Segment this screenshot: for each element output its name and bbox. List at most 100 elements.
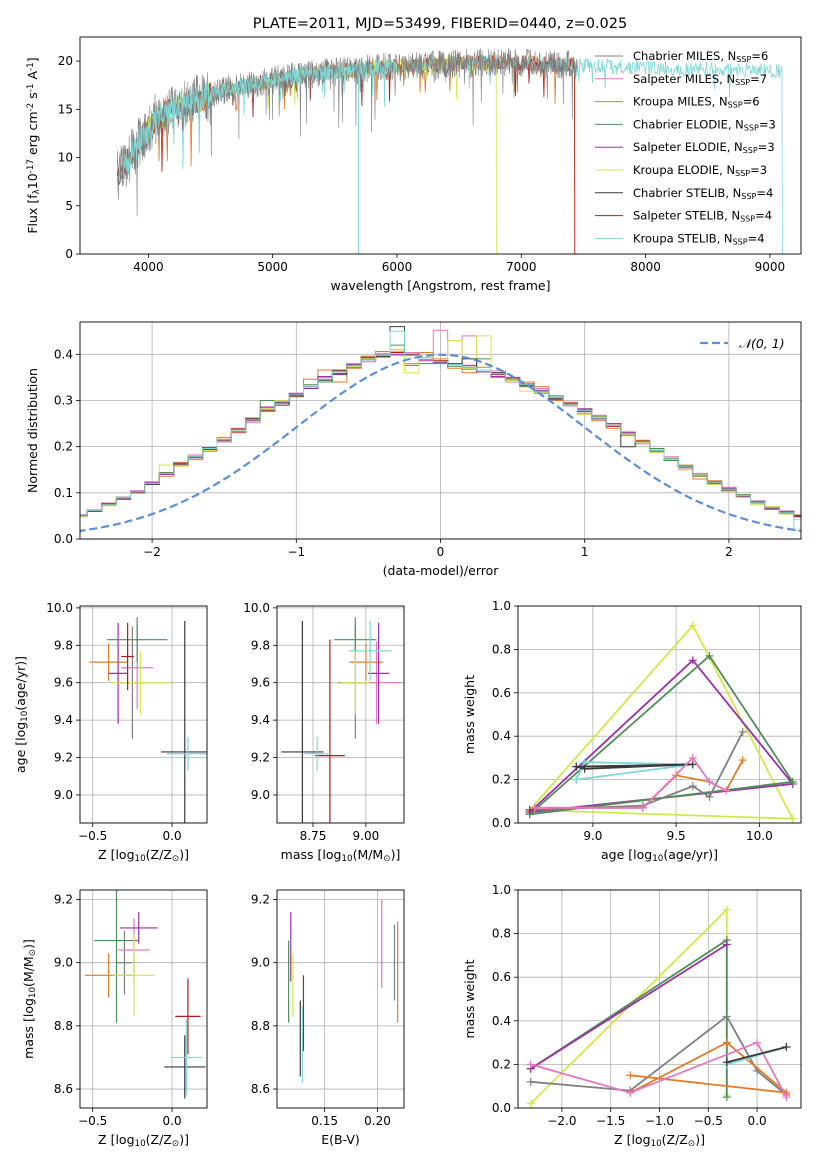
y-axis-label: Flux [fλ10-17 erg cm-2 s-1 A-1] <box>25 57 42 233</box>
legend-label: Salpeter MILES, NSSP=7 <box>633 72 767 87</box>
y-tick-label: 8.8 <box>54 1019 73 1033</box>
y-axis-label: Normed distribution <box>25 368 40 493</box>
plot-area <box>116 48 783 254</box>
y-tick-label: 10.0 <box>46 601 73 615</box>
y-tick-label: 8.8 <box>251 1019 270 1033</box>
x-tick-label: 9.0 <box>583 829 602 843</box>
histogram-series <box>80 351 801 517</box>
axes-frame <box>79 321 802 540</box>
x-tick-label: 8000 <box>630 260 661 274</box>
weight-series-line <box>575 761 693 781</box>
y-axis-label: mass weight <box>462 675 477 754</box>
x-tick-label: 2 <box>725 545 733 559</box>
y-tick-label: 9.4 <box>251 713 270 727</box>
y-tick-label: 9.2 <box>54 751 73 765</box>
y-axis-label: mass [log10(M/M⊙)] <box>21 939 38 1059</box>
y-axis-label: age [log10(age/yr)] <box>13 656 30 773</box>
x-tick-label: 9.00 <box>353 829 380 843</box>
axes-frame <box>517 889 802 1109</box>
x-tick-label: −1.0 <box>645 1114 674 1128</box>
histogram-series <box>80 349 801 518</box>
panel-weight_vs_Z: −2.0 −1.5 −1.0 −0.5 0.0 0.0 0.2 0.4 0.6 0.8 1.0 Z [… <box>462 883 802 1149</box>
axes-frame <box>79 36 802 255</box>
legend-label: Chabrier ELODIE, NSSP=3 <box>633 117 776 132</box>
x-tick-label: 9000 <box>755 260 786 274</box>
y-tick-label: 0.4 <box>54 347 73 361</box>
model-spectrum-line <box>135 53 497 254</box>
y-tick-label: 10.0 <box>243 601 270 615</box>
histogram-series <box>80 330 801 532</box>
x-tick-label: −2 <box>143 545 161 559</box>
y-axis-label: mass weight <box>462 959 477 1038</box>
y-tick-label: 9.2 <box>54 892 73 906</box>
axes-frame <box>276 605 405 824</box>
x-axis-label: Z [log10(Z/Z⊙)] <box>98 1132 189 1149</box>
legend-label: Chabrier MILES, NSSP=6 <box>633 49 768 64</box>
y-tick-label: 8.6 <box>251 1082 270 1096</box>
panel-mass_vs_ebv: 0.15 0.20 8.6 8.8 9.0 9.2 E(B-V) <box>251 889 405 1147</box>
panel-age_vs_mass: 8.75 9.00 9.0 9.2 9.4 9.6 9.8 10.0 mass [log10(M… <box>243 601 405 864</box>
x-tick-label: −1 <box>287 545 305 559</box>
x-tick-label: −2.0 <box>547 1114 576 1128</box>
y-tick-label: 0.6 <box>492 970 511 984</box>
x-tick-label: 0.20 <box>364 1114 391 1128</box>
y-tick-label: 0.0 <box>492 1101 511 1115</box>
weight-series-line <box>530 943 728 1070</box>
y-tick-label: 0.0 <box>54 532 73 546</box>
x-tick-label: 7000 <box>506 260 537 274</box>
x-axis-label: Z [log10(Z/Z⊙)] <box>98 847 189 864</box>
y-tick-label: 0.2 <box>492 773 511 787</box>
panel-age_vs_Z: −0.5 0.0 9.0 9.2 9.4 9.6 9.8 10.0 Z [log10(Z/Z⊙)… <box>13 601 208 864</box>
weight-series-line <box>726 1046 787 1064</box>
x-tick-label: 0 <box>437 545 445 559</box>
legend-label: Kroupa ELODIE, NSSP=3 <box>633 163 767 178</box>
x-axis-label: E(B-V) <box>321 1132 360 1147</box>
plot-area <box>288 899 399 1083</box>
x-axis-label: Z [log10(Z/Z⊙)] <box>614 1132 705 1149</box>
x-tick-label: 10.0 <box>746 829 773 843</box>
figure-title: PLATE=2011, MJD=53499, FIBERID=0440, z=0… <box>253 16 627 32</box>
y-tick-label: 8.6 <box>54 1082 73 1096</box>
y-tick-label: 9.6 <box>251 676 270 690</box>
y-tick-label: 1.0 <box>492 599 511 613</box>
legend-label: Salpeter ELODIE, NSSP=3 <box>633 140 775 155</box>
y-tick-label: 0.4 <box>492 729 511 743</box>
data-spectrum-line <box>117 48 578 217</box>
y-tick-label: 0.0 <box>492 816 511 830</box>
panel-spectrum: PLATE=2011, MJD=53499, FIBERID=0440, z=0… <box>25 16 802 293</box>
y-tick-label: 9.2 <box>251 751 270 765</box>
gaussian-curve <box>80 353 801 533</box>
histogram-series <box>80 329 801 518</box>
y-tick-label: 9.0 <box>54 788 73 802</box>
plot-area <box>526 905 791 1108</box>
weight-series-line <box>530 1041 788 1098</box>
axes-frame <box>79 605 208 824</box>
x-axis-label: (data-model)/error <box>383 563 500 578</box>
x-tick-label: 4000 <box>133 260 164 274</box>
axes-frame <box>79 889 208 1109</box>
x-tick-label: 0.15 <box>311 1114 338 1128</box>
x-tick-label: 6000 <box>382 260 413 274</box>
x-tick-label: 5000 <box>257 260 288 274</box>
y-tick-label: 0.2 <box>492 1057 511 1071</box>
panel-mass_vs_Z: −0.5 0.0 8.6 8.8 9.0 9.2 Z [log10(Z/Z⊙)] mass [… <box>21 889 208 1149</box>
y-tick-label: 0.6 <box>492 686 511 700</box>
x-tick-label: −1.5 <box>596 1114 625 1128</box>
y-tick-label: 0.2 <box>54 440 73 454</box>
x-tick-label: 9.5 <box>667 829 686 843</box>
weight-series-line <box>629 1041 790 1094</box>
legend-label: Kroupa STELIB, NSSP=4 <box>633 231 765 246</box>
x-tick-label: 0.0 <box>748 1114 767 1128</box>
x-tick-label: 0.0 <box>163 1114 182 1128</box>
model-spectrum-line <box>123 58 398 177</box>
y-tick-label: 9.4 <box>54 713 73 727</box>
x-tick-label: −0.5 <box>78 1114 107 1128</box>
y-tick-label: 0 <box>65 247 73 261</box>
legend-label: Kroupa MILES, NSSP=6 <box>633 95 760 110</box>
y-tick-label: 1.0 <box>492 883 511 897</box>
y-tick-label: 9.2 <box>251 892 270 906</box>
y-tick-label: 9.6 <box>54 676 73 690</box>
x-tick-label: 1 <box>581 545 589 559</box>
y-tick-label: 5 <box>65 199 73 213</box>
